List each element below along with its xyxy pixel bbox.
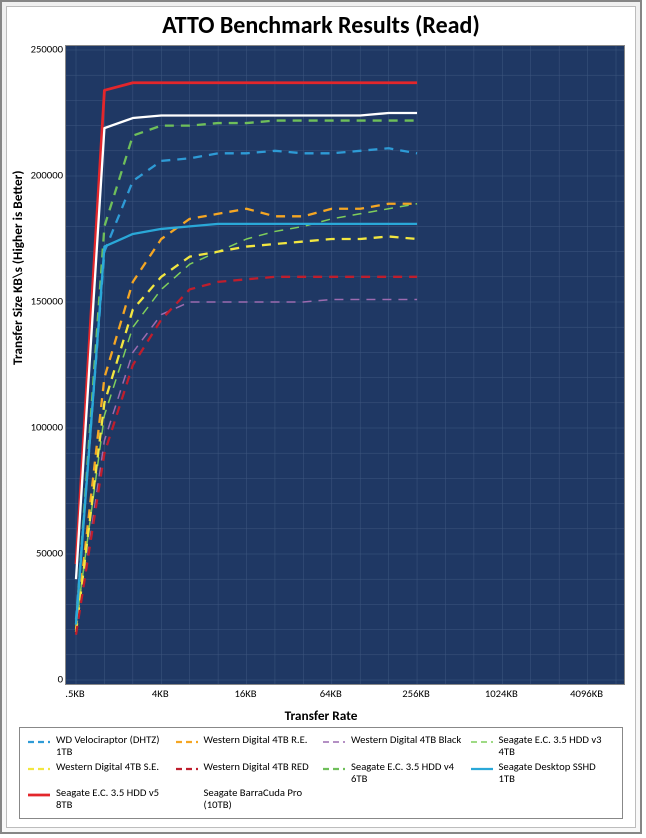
legend-swatch [471, 765, 493, 773]
legend-label: Western Digital 4TB RED [204, 761, 309, 773]
chart-inner-frame: ATTO Benchmark Results (Read) Transfer S… [6, 6, 636, 828]
legend-swatch [28, 791, 50, 799]
y-tick-label: 250000 [31, 43, 63, 56]
plot-area [65, 45, 625, 685]
x-tick-label: 4096KB [570, 687, 603, 700]
legend-item: Western Digital 4TB RED [176, 761, 320, 786]
legend-label: Seagate Desktop SSHD 1TB [499, 761, 615, 786]
legend-swatch [323, 738, 345, 746]
legend-label: Seagate E.C. 3.5 HDD v4 6TB [351, 761, 467, 786]
x-axis-label: Transfer Rate [7, 707, 635, 724]
legend-item: Seagate E.C. 3.5 HDD v3 4TB [471, 734, 615, 759]
legend-swatch [28, 738, 50, 746]
legend-item: Western Digital 4TB R.E. [176, 734, 320, 759]
x-tick-label: 1024KB [485, 687, 518, 700]
x-tick-label: 256KB [402, 687, 430, 700]
y-tick-label: 200000 [31, 169, 63, 182]
legend-item: Seagate E.C. 3.5 HDD v4 6TB [323, 761, 467, 786]
legend-label: WD Velociraptor (DHTZ) 1TB [56, 734, 172, 759]
y-axis-tick-labels: 0 50000 100000 150000 200000 250000 [29, 45, 63, 685]
y-axis-label: Transfer Size KB\s (Higher is Better) [9, 170, 26, 365]
legend-swatch [471, 738, 493, 746]
plot-svg [66, 46, 624, 684]
x-axis-tick-labels: .5KB 4KB 16KB 64KB 256KB 1024KB 4096KB [65, 687, 625, 705]
chart-outer-frame: ATTO Benchmark Results (Read) Transfer S… [0, 0, 642, 834]
x-tick-label: 64KB [320, 687, 342, 700]
legend-swatch [28, 765, 50, 773]
legend-item: Seagate E.C. 3.5 HDD v5 8TB [28, 787, 172, 812]
y-tick-label: 50000 [36, 547, 63, 560]
legend-swatch [176, 738, 198, 746]
legend-swatch [176, 791, 198, 799]
x-tick-label: 4KB [152, 687, 169, 700]
legend-item: WD Velociraptor (DHTZ) 1TB [28, 734, 172, 759]
legend-label: Western Digital 4TB R.E. [204, 734, 308, 746]
legend-swatch [323, 765, 345, 773]
legend-label: Seagate BarraCuda Pro (10TB) [204, 787, 320, 812]
legend-item: Seagate BarraCuda Pro (10TB) [176, 787, 320, 812]
chart-title: ATTO Benchmark Results (Read) [7, 7, 635, 40]
plot-wrap [65, 45, 625, 685]
legend-swatch [176, 765, 198, 773]
legend-label: Western Digital 4TB S.E. [56, 761, 159, 773]
x-tick-label: .5KB [65, 687, 84, 700]
legend-label: Western Digital 4TB Black [351, 734, 461, 746]
x-tick-label: 16KB [234, 687, 256, 700]
y-tick-label: 0 [58, 673, 63, 686]
legend-item: Western Digital 4TB Black [323, 734, 467, 759]
y-tick-label: 100000 [31, 421, 63, 434]
y-tick-label: 150000 [31, 295, 63, 308]
legend-item: Western Digital 4TB S.E. [28, 761, 172, 786]
legend-label: Seagate E.C. 3.5 HDD v3 4TB [499, 734, 615, 759]
legend-item: Seagate Desktop SSHD 1TB [471, 761, 615, 786]
legend-label: Seagate E.C. 3.5 HDD v5 8TB [56, 787, 172, 812]
legend: WD Velociraptor (DHTZ) 1TB Western Digita… [19, 727, 623, 819]
